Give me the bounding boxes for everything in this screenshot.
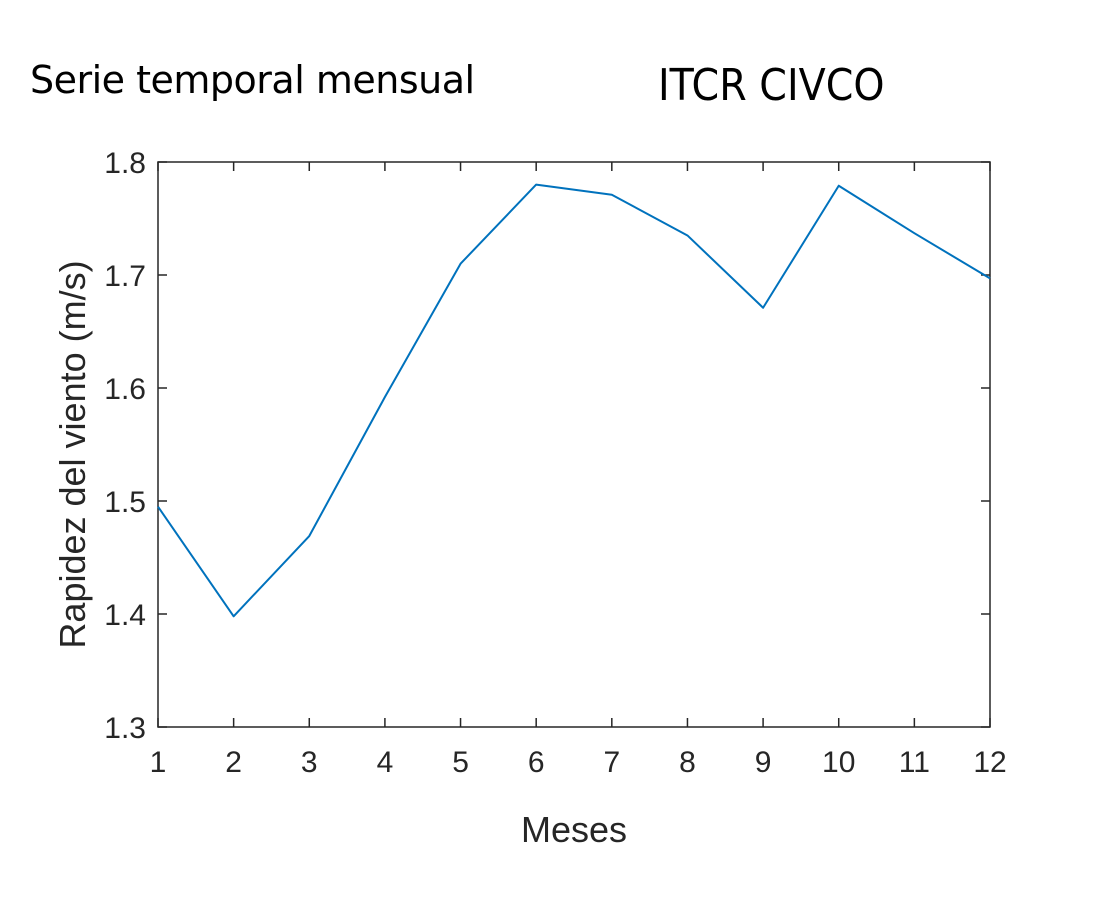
y-tick-label: 1.3 — [104, 712, 146, 745]
x-tick-label: 4 — [377, 746, 394, 779]
x-tick-label: 5 — [452, 746, 469, 779]
x-axis-label: Meses — [521, 809, 627, 850]
series — [157, 183, 991, 618]
x-tick-label: 10 — [822, 746, 855, 779]
x-tick-label: 7 — [603, 746, 620, 779]
axes — [157, 161, 991, 728]
y-tick-label: 1.7 — [104, 260, 146, 293]
plot-area-frame — [157, 161, 991, 728]
x-tick-label: 12 — [973, 746, 1006, 779]
y-axis-label: Rapidez del viento (m/s) — [52, 260, 93, 648]
x-ticks: 1 2 3 4 5 6 7 8 9 10 11 12 — [150, 162, 1007, 779]
y-tick-label: 1.6 — [104, 373, 146, 406]
y-tick-label: 1.4 — [104, 599, 146, 632]
x-tick-label: 1 — [150, 746, 167, 779]
y-tick-label: 1.8 — [104, 147, 146, 180]
x-tick-label: 9 — [755, 746, 772, 779]
x-tick-label: 8 — [679, 746, 696, 779]
x-tick-label: 6 — [528, 746, 545, 779]
x-tick-label: 2 — [225, 746, 242, 779]
y-ticks: 1.3 1.4 1.5 1.6 1.7 1.8 — [104, 147, 990, 745]
chart-title-left: Serie temporal mensual — [30, 58, 475, 102]
chart-title-right: ITCR CIVCO — [658, 60, 885, 111]
y-tick-label: 1.5 — [104, 486, 146, 519]
x-tick-label: 3 — [301, 746, 318, 779]
x-tick-label: 11 — [899, 746, 930, 779]
series-line-1 — [157, 183, 991, 618]
